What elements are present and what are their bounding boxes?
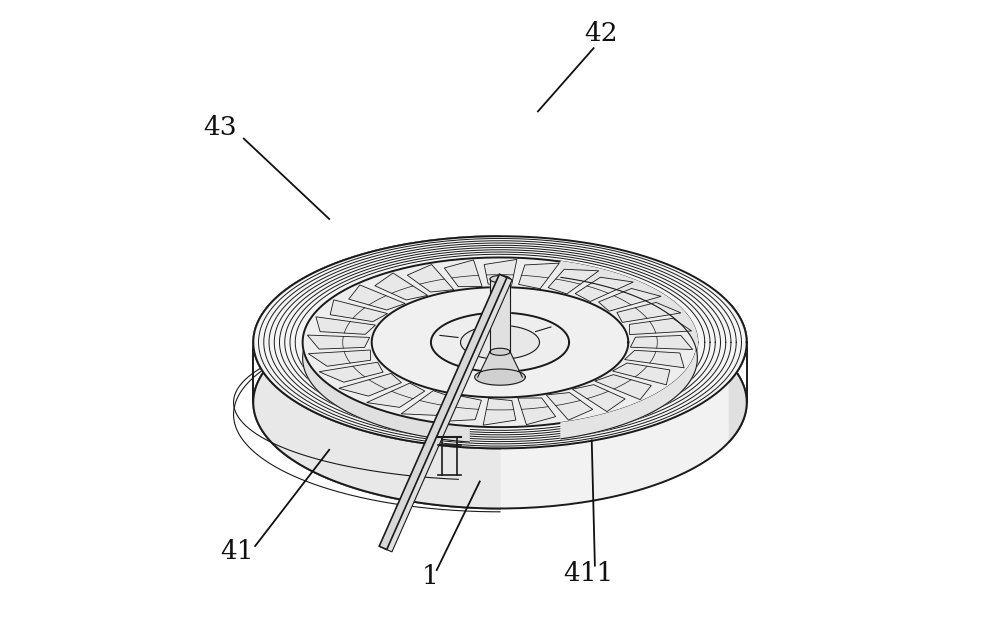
- Polygon shape: [629, 318, 692, 335]
- Polygon shape: [483, 398, 516, 425]
- Polygon shape: [444, 260, 482, 287]
- Polygon shape: [613, 363, 670, 385]
- Text: 42: 42: [584, 21, 618, 46]
- Polygon shape: [561, 262, 697, 439]
- Polygon shape: [407, 264, 454, 292]
- Polygon shape: [401, 391, 452, 415]
- Polygon shape: [572, 385, 625, 411]
- Polygon shape: [303, 259, 469, 442]
- Polygon shape: [303, 257, 697, 427]
- Polygon shape: [384, 276, 512, 552]
- Text: 1: 1: [422, 564, 439, 589]
- Polygon shape: [625, 351, 684, 368]
- Polygon shape: [630, 335, 693, 349]
- Polygon shape: [518, 398, 556, 425]
- Polygon shape: [308, 350, 371, 366]
- Polygon shape: [490, 279, 510, 352]
- Text: 411: 411: [563, 560, 614, 586]
- Polygon shape: [490, 276, 510, 283]
- Polygon shape: [484, 259, 517, 286]
- Polygon shape: [441, 396, 481, 422]
- Polygon shape: [367, 383, 425, 408]
- Polygon shape: [372, 287, 628, 398]
- Polygon shape: [253, 236, 747, 448]
- Polygon shape: [379, 275, 507, 550]
- Polygon shape: [253, 236, 500, 508]
- Polygon shape: [461, 325, 539, 359]
- Polygon shape: [546, 392, 593, 420]
- Polygon shape: [319, 362, 383, 382]
- Polygon shape: [339, 373, 401, 396]
- Text: 43: 43: [204, 115, 237, 139]
- Polygon shape: [548, 269, 599, 294]
- Polygon shape: [349, 285, 405, 310]
- Polygon shape: [375, 273, 428, 300]
- Polygon shape: [519, 263, 559, 288]
- Polygon shape: [599, 288, 661, 311]
- Polygon shape: [480, 352, 520, 377]
- Polygon shape: [575, 277, 633, 302]
- Polygon shape: [330, 300, 387, 321]
- Polygon shape: [617, 302, 681, 323]
- Polygon shape: [475, 369, 525, 385]
- Polygon shape: [316, 317, 375, 334]
- Polygon shape: [253, 296, 747, 508]
- Polygon shape: [595, 375, 651, 399]
- Polygon shape: [490, 348, 510, 355]
- Polygon shape: [307, 335, 370, 349]
- Polygon shape: [729, 303, 747, 441]
- Text: 41: 41: [221, 538, 254, 564]
- Polygon shape: [431, 313, 569, 372]
